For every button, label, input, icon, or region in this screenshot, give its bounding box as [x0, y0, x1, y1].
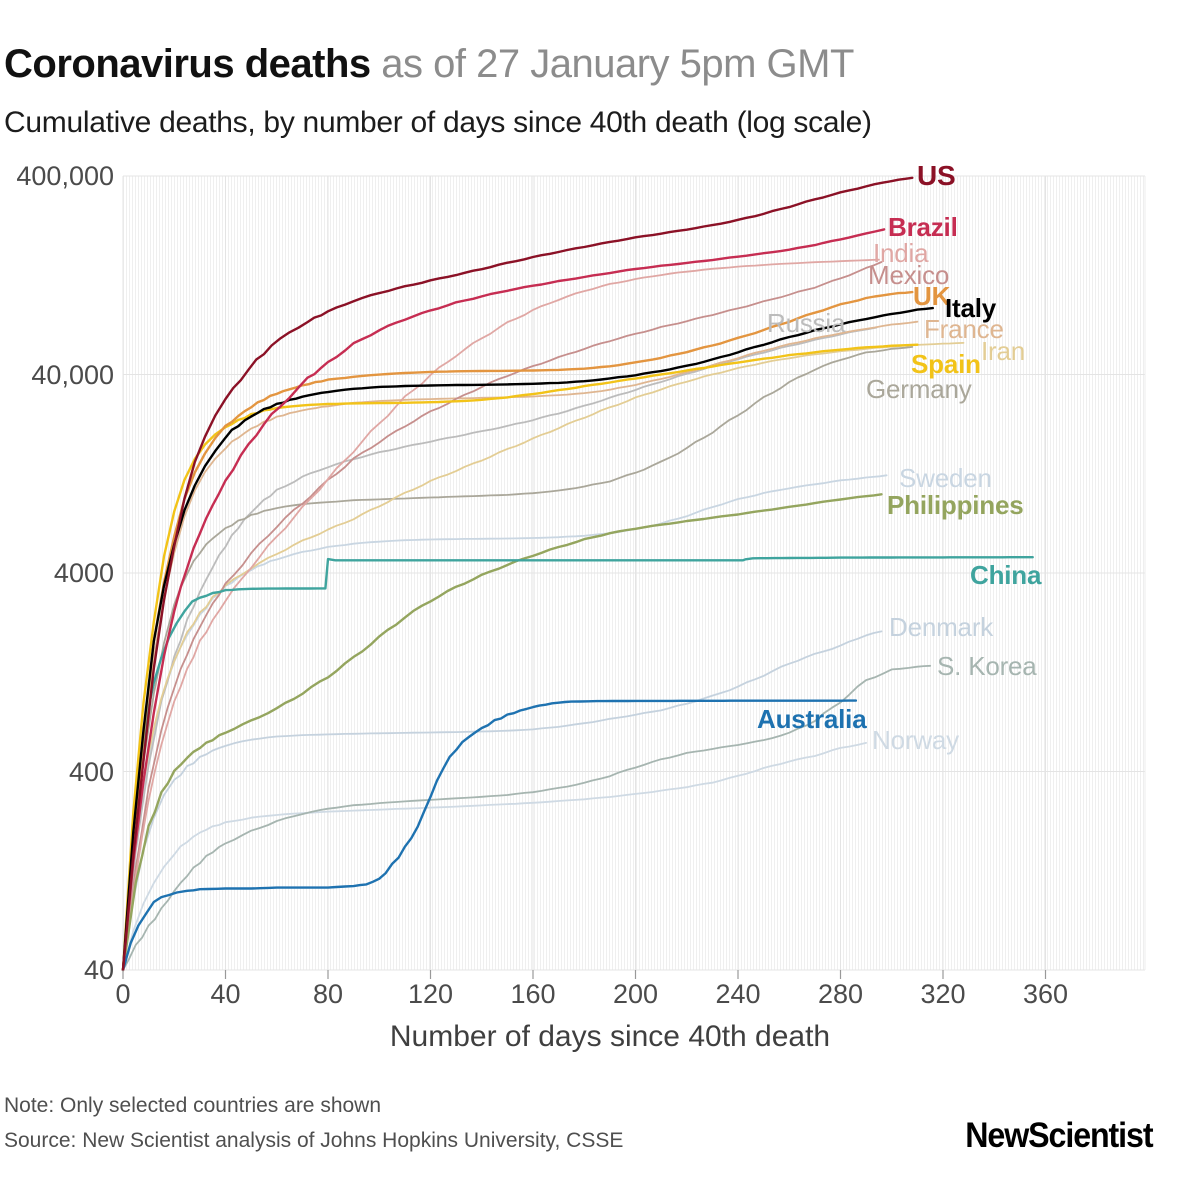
series-label-russia: Russia [767, 308, 846, 338]
footnote: Note: Only selected countries are shown [4, 1094, 382, 1117]
series-label-philippines: Philippines [887, 490, 1024, 520]
series-line-china [121, 556, 1034, 972]
series-line-russia [122, 326, 878, 971]
series-label-spain: Spain [911, 349, 981, 379]
series-label-china: China [970, 560, 1042, 590]
series-line-brazil [121, 228, 886, 972]
series-line-australia [121, 699, 858, 972]
series-label-denmark: Denmark [889, 612, 994, 642]
x-tick-label: 40 [210, 979, 241, 1009]
series-label-italy: Italy [945, 293, 997, 323]
series-label-brazil: Brazil [888, 212, 958, 242]
series-line-italy [121, 306, 934, 972]
x-tick-label: 360 [1022, 979, 1069, 1009]
x-tick-label: 320 [920, 979, 966, 1009]
page-title-date: as of 27 January 5pm GMT [370, 42, 854, 86]
series-label-sweden: Sweden [899, 463, 992, 493]
x-tick-label: 240 [715, 979, 761, 1009]
series-line-s-korea [122, 664, 932, 971]
x-tick-label: 200 [612, 979, 659, 1009]
series-line-germany [122, 346, 914, 971]
series-label-germany: Germany [866, 374, 972, 404]
x-tick-label: 160 [510, 979, 556, 1009]
series-line-india [122, 258, 880, 971]
x-tick-label: 0 [115, 979, 131, 1009]
series-label-s-korea: S. Korea [937, 651, 1037, 681]
series-label-uk: UK [913, 281, 951, 311]
series-label-us: US [917, 160, 956, 191]
page-title-main: Coronavirus deaths [4, 42, 371, 86]
series-line-norway [122, 742, 867, 971]
series-label-india: India [873, 238, 929, 268]
x-tick-label: 80 [312, 979, 344, 1009]
series-line-philippines [121, 493, 883, 972]
series-label-france: France [924, 314, 1004, 344]
new-scientist-logo: NewScientist [964, 1116, 1153, 1155]
y-tick-label: 40,000 [31, 359, 114, 390]
series-line-us [121, 176, 914, 972]
series-line-uk [121, 290, 914, 972]
page-title: Coronavirus deaths as of 27 January 5pm … [4, 42, 854, 87]
series-label-australia: Australia [757, 704, 867, 734]
series-label-iran: Iran [981, 336, 1026, 366]
series-label-norway: Norway [872, 725, 959, 755]
y-tick-label: 400,000 [16, 161, 114, 191]
series-label-mexico: Mexico [868, 260, 950, 290]
x-axis-title: Number of days since 40th death [389, 1020, 831, 1053]
series-line-denmark [122, 630, 883, 971]
y-tick-label: 40 [83, 955, 114, 985]
x-tick-label: 280 [817, 979, 864, 1009]
series-line-iran [122, 342, 965, 971]
x-tick-label: 120 [407, 979, 454, 1009]
y-tick-label: 400 [68, 756, 114, 787]
y-tick-label: 4000 [53, 558, 114, 588]
page-subtitle: Cumulative deaths, by number of days sin… [4, 106, 872, 139]
source-credit: Source: New Scientist analysis of Johns … [4, 1129, 624, 1152]
